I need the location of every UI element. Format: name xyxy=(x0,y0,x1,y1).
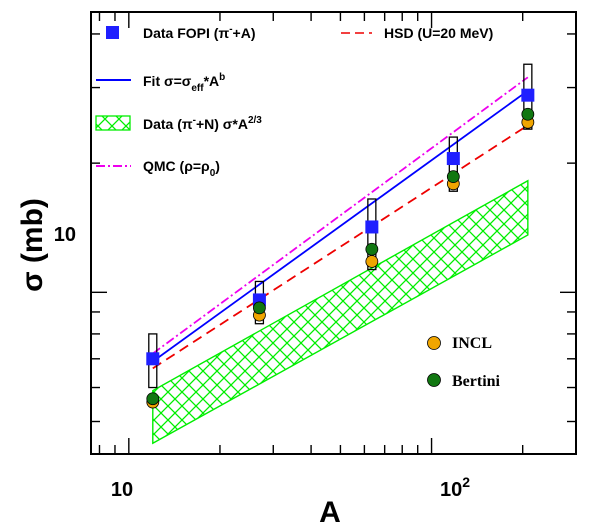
plot-frame xyxy=(90,11,577,455)
legend-label-fopi: Data FOPI (π-+A) xyxy=(143,24,255,41)
data-point-square xyxy=(521,88,535,102)
data-point-circle xyxy=(365,255,379,268)
legend-label-incl: INCL xyxy=(452,335,492,352)
x-tick-label-100: 102 xyxy=(440,474,470,501)
data-point-circle xyxy=(146,392,160,406)
legend-marker-bertini xyxy=(427,373,441,387)
error-box xyxy=(367,198,377,271)
data-point-square xyxy=(446,152,460,166)
legend-label-bertini: Bertini xyxy=(452,373,501,390)
legend-marker-incl xyxy=(427,336,441,350)
legend-marker-band xyxy=(95,115,131,131)
data-point-square xyxy=(146,352,160,366)
series-line-4 xyxy=(152,124,529,370)
y-axis-title: σ (mb) xyxy=(16,198,49,292)
legend-label-band: Data (π-+N) σ*A2/3 xyxy=(143,115,262,132)
legend-label-qmc: QMC (ρ=ρ0) xyxy=(143,158,220,179)
data-point-circle xyxy=(446,170,460,184)
data-point-circle xyxy=(521,107,535,121)
data-point-circle xyxy=(365,242,379,256)
y-tick-label-10: 10 xyxy=(54,224,76,246)
legend-label-hsd: HSD (U=20 MeV) xyxy=(384,25,493,41)
data-point-square xyxy=(365,220,379,234)
x-axis-title: A xyxy=(319,496,341,526)
x-tick-label-10: 10 xyxy=(111,479,133,501)
legend-marker-fopi xyxy=(106,26,119,39)
legend-label-fit: Fit σ=σeff*Ab xyxy=(143,72,225,94)
data-point-circle xyxy=(253,301,266,315)
series-line-1 xyxy=(152,89,529,363)
